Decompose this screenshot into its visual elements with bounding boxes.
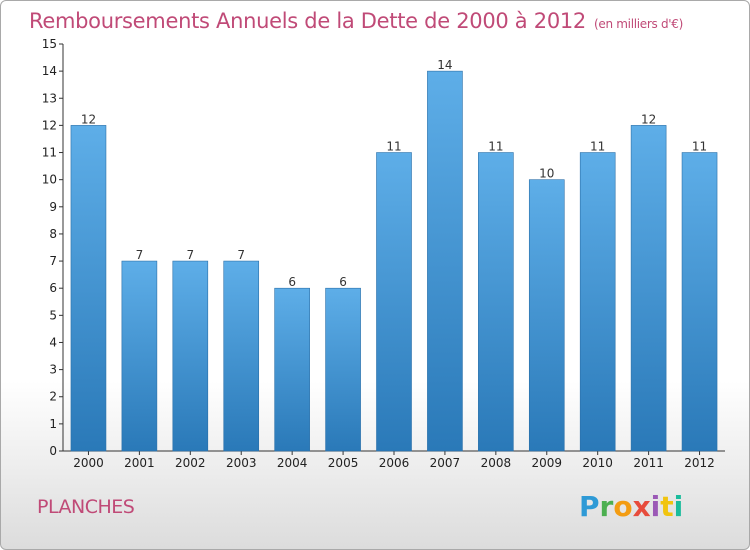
bar xyxy=(274,287,310,452)
bar xyxy=(121,260,158,452)
y-tick-label: 14 xyxy=(42,64,57,78)
y-tick-label: 13 xyxy=(42,91,57,105)
y-tick-label: 8 xyxy=(49,227,57,241)
bar xyxy=(681,152,718,452)
bar xyxy=(478,152,514,452)
y-tick-label: 10 xyxy=(42,173,57,187)
y-tick-label: 6 xyxy=(49,281,57,295)
x-tick-label: 2000 xyxy=(73,456,104,470)
x-tick-label: 2001 xyxy=(124,456,155,470)
x-tick-label: 2002 xyxy=(175,456,206,470)
logo-letter: t xyxy=(660,490,674,523)
x-tick-label: 2009 xyxy=(531,456,562,470)
bar xyxy=(427,70,463,452)
chart-labels: 0123456789101112131415122000720017200272… xyxy=(42,37,715,470)
bar-value-label: 11 xyxy=(590,140,605,154)
y-tick-label: 0 xyxy=(49,444,57,458)
bar-value-label: 12 xyxy=(641,112,656,126)
bar-value-label: 11 xyxy=(488,140,503,154)
bar-value-label: 12 xyxy=(81,112,96,126)
y-tick-label: 11 xyxy=(42,146,57,160)
x-tick-label: 2011 xyxy=(633,456,664,470)
bar-value-label: 7 xyxy=(136,248,144,262)
x-tick-label: 2007 xyxy=(430,456,461,470)
x-tick-label: 2012 xyxy=(684,456,715,470)
y-tick-label: 15 xyxy=(42,37,57,51)
x-tick-label: 2003 xyxy=(226,456,257,470)
logo-letter: o xyxy=(613,490,633,523)
logo-letter: r xyxy=(599,490,614,523)
bar-value-label: 6 xyxy=(339,275,347,289)
bar xyxy=(579,152,616,452)
x-tick-label: 2010 xyxy=(582,456,613,470)
bar-value-label: 7 xyxy=(186,248,194,262)
y-tick-label: 2 xyxy=(49,390,57,404)
chart-bars xyxy=(70,70,718,452)
bar-value-label: 14 xyxy=(437,58,452,72)
x-tick-label: 2005 xyxy=(328,456,359,470)
bar-value-label: 7 xyxy=(237,248,245,262)
bar xyxy=(376,152,412,452)
y-tick-label: 9 xyxy=(49,200,57,214)
y-tick-label: 12 xyxy=(42,118,57,132)
x-tick-label: 2008 xyxy=(481,456,512,470)
chart-unit: (en milliers d'€) xyxy=(594,17,684,31)
logo-letter: i xyxy=(650,490,661,523)
bar-value-label: 11 xyxy=(386,140,401,154)
bar xyxy=(223,260,260,452)
logo-letter: x xyxy=(632,490,651,523)
y-tick-label: 3 xyxy=(49,363,57,377)
y-tick-label: 1 xyxy=(49,417,57,431)
chart-title-text: Remboursements Annuels de la Dette de 20… xyxy=(29,9,586,33)
bar xyxy=(325,287,361,452)
bar-value-label: 11 xyxy=(692,140,707,154)
proxiti-logo: Proxiti xyxy=(579,490,683,523)
logo-letter: P xyxy=(579,490,600,523)
bar-value-label: 6 xyxy=(288,275,296,289)
y-tick-label: 7 xyxy=(49,254,57,268)
bar xyxy=(172,260,209,452)
x-tick-label: 2006 xyxy=(379,456,410,470)
bar xyxy=(70,125,107,452)
bar xyxy=(630,125,667,452)
y-tick-label: 4 xyxy=(49,335,57,349)
chart-title: Remboursements Annuels de la Dette de 20… xyxy=(29,9,683,33)
bar xyxy=(528,179,565,452)
logo-letter: i xyxy=(673,490,684,523)
commune-name: PLANCHES xyxy=(37,496,135,518)
bar-value-label: 10 xyxy=(539,167,554,181)
x-tick-label: 2004 xyxy=(277,456,308,470)
y-tick-label: 5 xyxy=(49,308,57,322)
